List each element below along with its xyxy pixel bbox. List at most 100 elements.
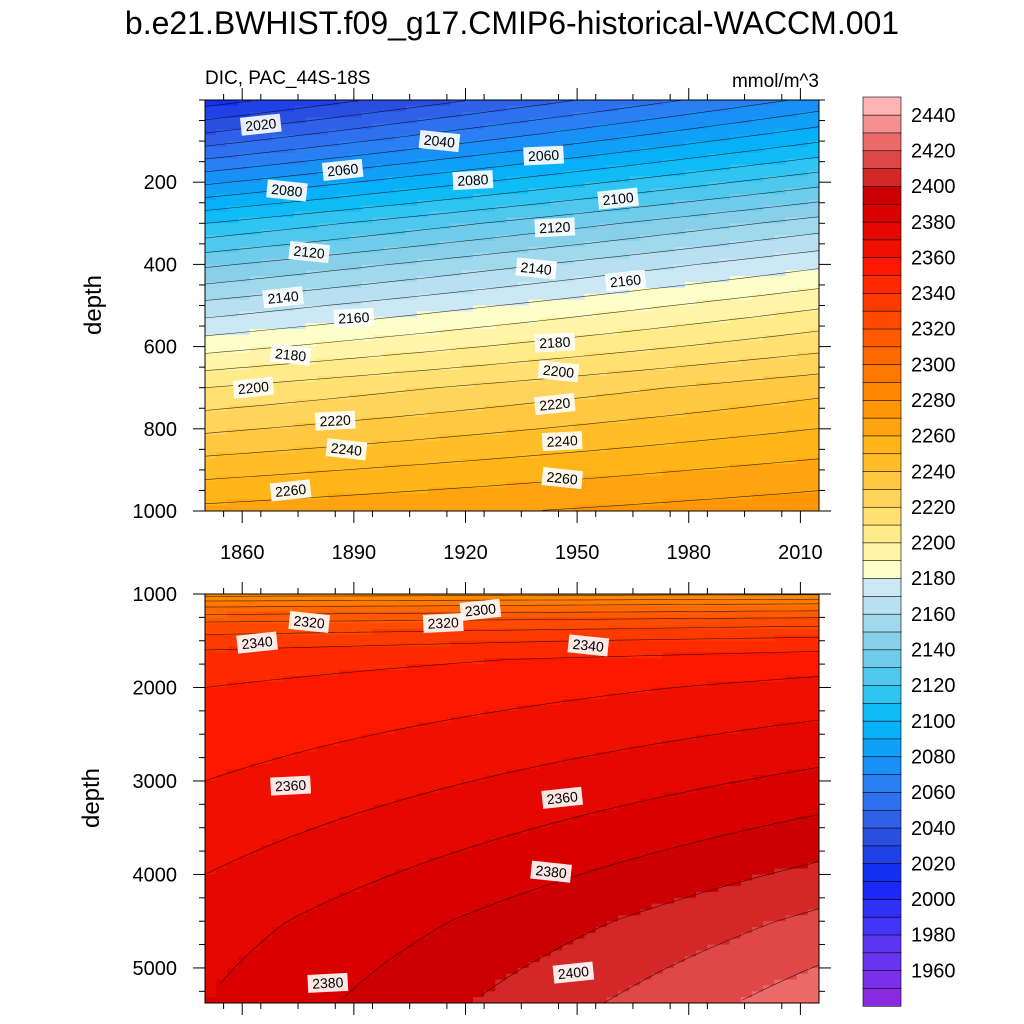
heatmap-cell: [472, 246, 485, 254]
heatmap-cell: [417, 229, 429, 236]
heatmap-cell: [696, 346, 708, 354]
heatmap-cell: [662, 358, 675, 365]
heatmap-cell: [707, 640, 720, 648]
heatmap-cell: [685, 311, 697, 318]
heatmap-cell: [752, 370, 764, 377]
heatmap-cell: [785, 152, 798, 160]
heatmap-cell: [249, 452, 262, 459]
heatmap-cell: [807, 293, 819, 301]
heatmap-cell: [383, 105, 396, 113]
heatmap-cell: [394, 100, 407, 107]
heatmap-cell: [327, 282, 340, 289]
heatmap-cell: [618, 217, 630, 224]
heatmap-cell: [383, 605, 396, 613]
heatmap-cell: [461, 252, 474, 260]
heatmap-cell: [528, 287, 541, 295]
heatmap-cell: [450, 352, 463, 359]
heatmap-cell: [685, 422, 697, 430]
heatmap-cell: [495, 446, 508, 453]
heatmap-cell: [606, 370, 619, 377]
heatmap-cell: [506, 428, 519, 436]
heatmap-cell: [350, 182, 362, 189]
heatmap-cell: [629, 493, 641, 500]
heatmap-cell: [562, 105, 574, 113]
heatmap-cell: [718, 305, 731, 312]
heatmap-cell: [807, 440, 819, 448]
heatmap-cell: [662, 158, 675, 166]
heatmap-cell: [763, 623, 775, 630]
heatmap-cell: [673, 464, 686, 471]
heatmap-cell: [327, 469, 340, 477]
heatmap-cell: [506, 328, 519, 336]
heatmap-cell: [495, 164, 508, 172]
heatmap-cell: [651, 405, 664, 412]
heatmap-cell: [696, 323, 708, 330]
heatmap-cell: [260, 340, 273, 348]
heatmap-cell: [685, 646, 697, 654]
heatmap-cell: [629, 182, 641, 189]
heatmap-cell: [785, 193, 798, 201]
heatmap-cell: [562, 381, 574, 389]
heatmap-cell: [249, 687, 262, 694]
heatmap-cell: [752, 152, 764, 160]
heatmap-cell: [327, 235, 340, 242]
heatmap-cell: [428, 117, 441, 125]
heatmap-cell: [205, 493, 217, 500]
heatmap-cell: [595, 258, 608, 265]
heatmap-cell: [618, 669, 630, 677]
heatmap-cell: [763, 393, 775, 401]
heatmap-cell: [528, 293, 541, 301]
heatmap-cell: [506, 364, 519, 371]
heatmap-cell: [338, 123, 351, 130]
heatmap-cell: [551, 599, 563, 607]
heatmap-cell: [796, 634, 809, 642]
heatmap-cell: [472, 469, 485, 477]
heatmap-cell: [707, 634, 720, 642]
heatmap-cell: [584, 240, 597, 248]
heatmap-cell: [685, 164, 697, 172]
heatmap-cell: [752, 105, 764, 113]
heatmap-cell: [417, 675, 429, 683]
heatmap-cell: [305, 287, 318, 295]
heatmap-cell: [283, 611, 295, 618]
heatmap-cell: [238, 211, 251, 219]
heatmap-cell: [673, 141, 686, 148]
heatmap-cell: [662, 658, 675, 665]
heatmap-cell: [316, 100, 329, 107]
heatmap-cell: [729, 387, 742, 395]
heatmap-cell: [506, 605, 519, 613]
heatmap-cell: [539, 276, 552, 283]
heatmap-cell: [651, 381, 664, 389]
heatmap-cell: [629, 675, 641, 683]
heatmap-cell: [606, 599, 619, 607]
heatmap-cell: [573, 328, 586, 336]
heatmap-cell: [774, 287, 787, 295]
heatmap-cell: [428, 417, 441, 424]
heatmap-cell: [718, 282, 731, 289]
heatmap-cell: [361, 505, 374, 511]
heatmap-cell: [327, 264, 340, 271]
heatmap-cell: [260, 458, 273, 465]
heatmap-cell: [417, 375, 429, 383]
heatmap-cell: [271, 664, 284, 671]
heatmap-cell: [461, 669, 474, 677]
heatmap-cell: [763, 687, 775, 694]
heatmap-cell: [361, 328, 374, 336]
heatmap-cell: [372, 205, 385, 213]
heatmap-cell: [685, 605, 697, 613]
heatmap-cell: [662, 505, 675, 511]
heatmap-cell: [807, 464, 819, 471]
heatmap-cell: [484, 158, 496, 166]
heatmap-cell: [662, 317, 675, 324]
heatmap-cell: [216, 282, 228, 289]
heatmap-cell: [640, 617, 653, 624]
heatmap-cell: [372, 599, 385, 607]
heatmap-cell: [205, 246, 217, 254]
heatmap-cell: [350, 246, 362, 254]
heatmap-cell: [495, 422, 508, 430]
heatmap-cell: [629, 141, 641, 148]
heatmap-cell: [707, 164, 720, 172]
heatmap-cell: [361, 217, 374, 224]
heatmap-cell: [338, 499, 351, 506]
heatmap-cell: [551, 205, 563, 213]
